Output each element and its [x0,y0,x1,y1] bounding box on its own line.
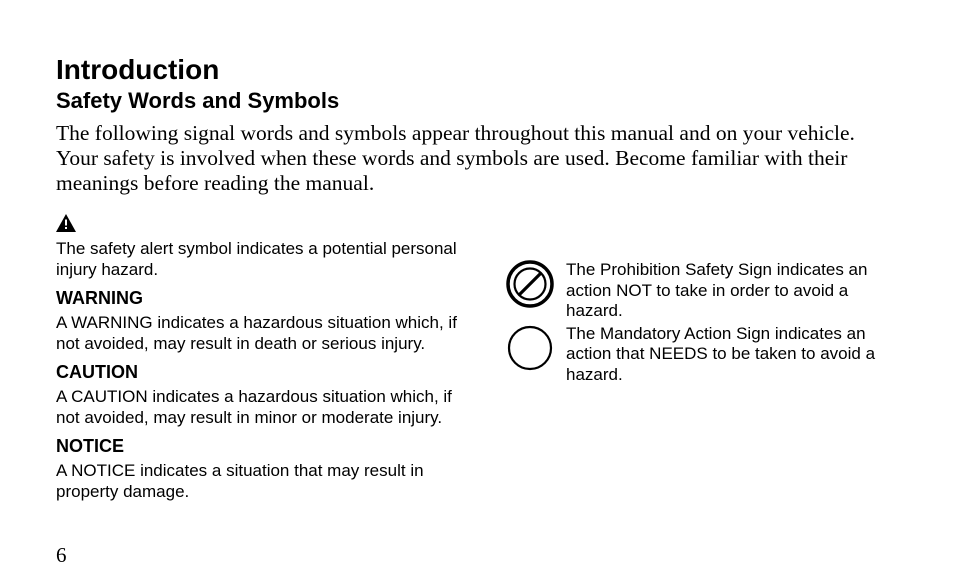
page-number: 6 [56,543,67,568]
right-column: The Prohibition Safety Sign indicates an… [506,210,898,511]
safety-alert-text: The safety alert symbol indicates a pote… [56,239,476,280]
prohibition-text: The Prohibition Safety Sign indicates an… [566,260,898,322]
mandatory-row: The Mandatory Action Sign indicates an a… [506,324,898,386]
left-column: The safety alert symbol indicates a pote… [56,210,476,511]
safety-alert-icon [56,214,476,237]
mandatory-icon [506,324,554,377]
caution-text: A CAUTION indicates a hazardous situatio… [56,387,476,428]
page: Introduction Safety Words and Symbols Th… [0,0,954,588]
intro-paragraph: The following signal words and symbols a… [56,121,898,196]
caution-label: CAUTION [56,362,476,383]
notice-label: NOTICE [56,436,476,457]
mandatory-text: The Mandatory Action Sign indicates an a… [566,324,898,386]
prohibition-icon [506,260,554,313]
prohibition-row: The Prohibition Safety Sign indicates an… [506,260,898,322]
warning-text: A WARNING indicates a hazardous situatio… [56,313,476,354]
columns: The safety alert symbol indicates a pote… [56,210,898,511]
warning-label: WARNING [56,288,476,309]
heading-safety-words: Safety Words and Symbols [56,88,898,114]
heading-introduction: Introduction [56,54,898,86]
notice-text: A NOTICE indicates a situation that may … [56,461,476,502]
